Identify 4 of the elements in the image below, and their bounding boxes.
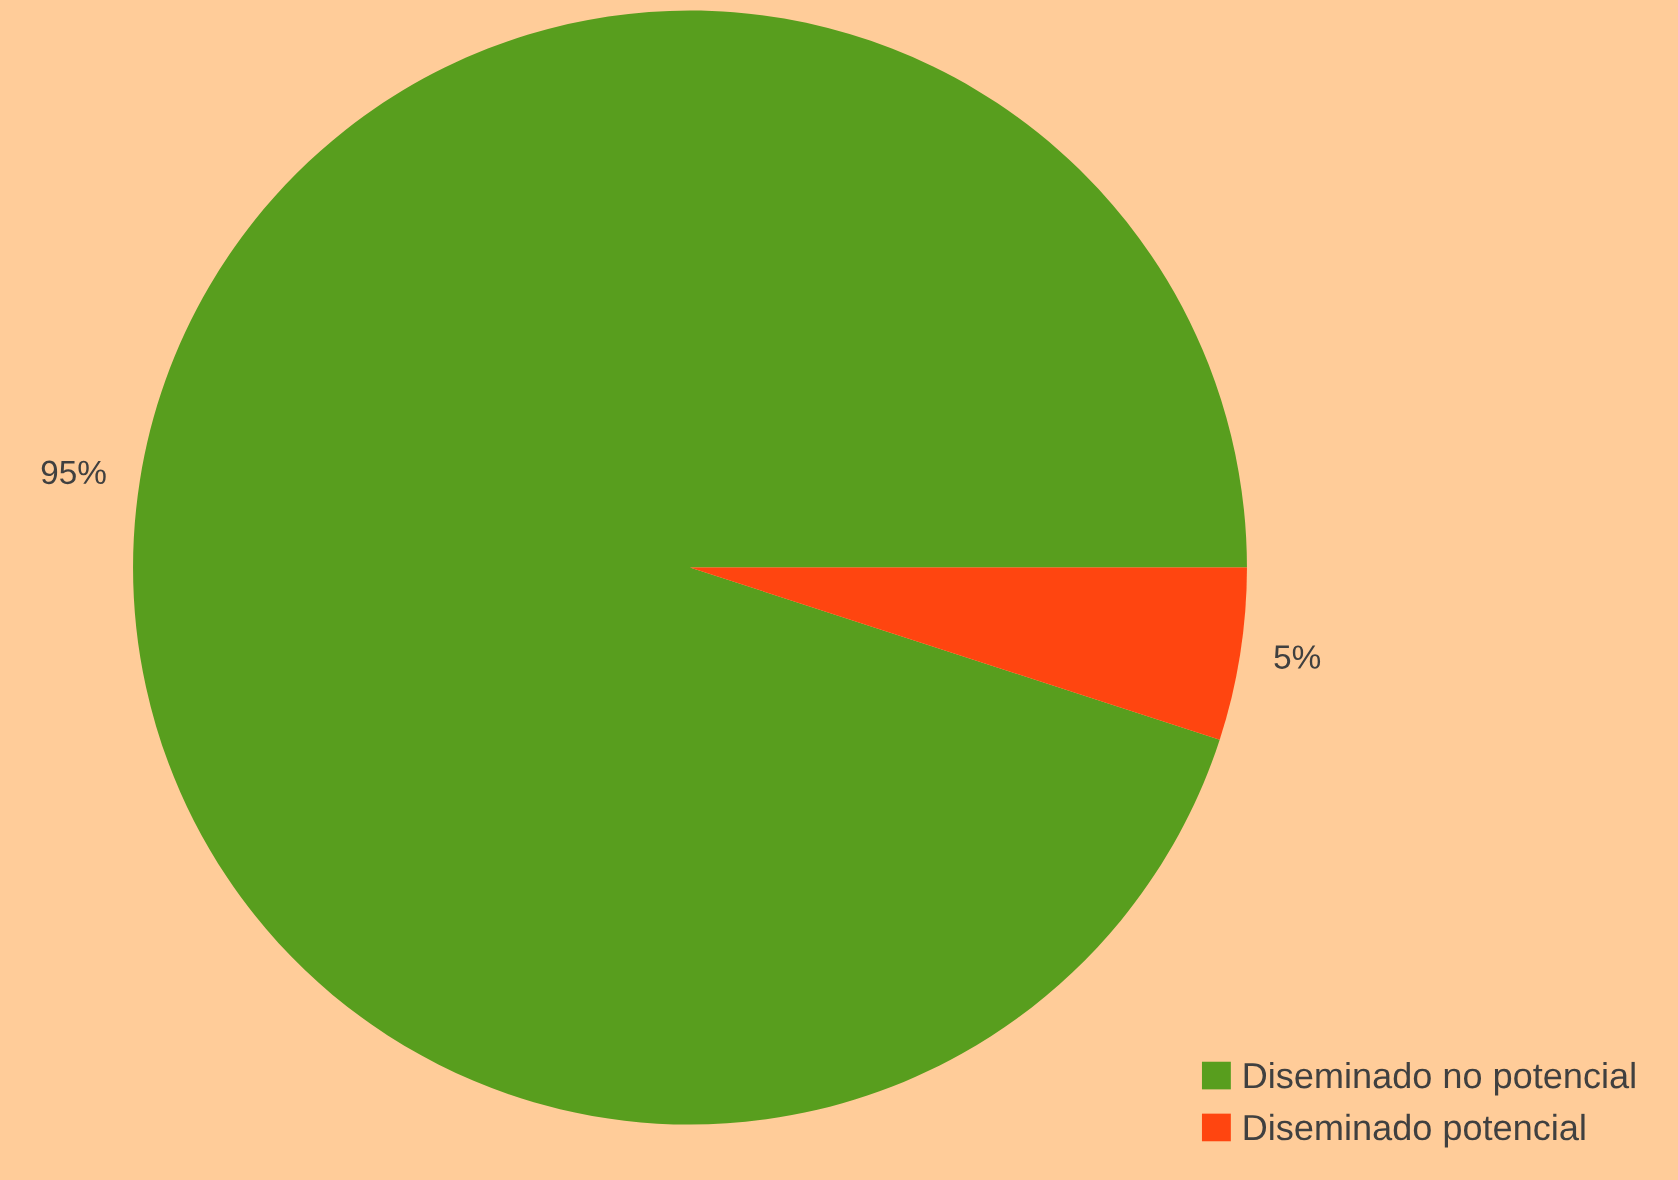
legend-label: Diseminado no potencial bbox=[1244, 1061, 1635, 1096]
data-label: 5% bbox=[1274, 645, 1321, 669]
data-label: 95% bbox=[41, 460, 106, 485]
legend-label: Diseminado potencial bbox=[1244, 1113, 1585, 1148]
